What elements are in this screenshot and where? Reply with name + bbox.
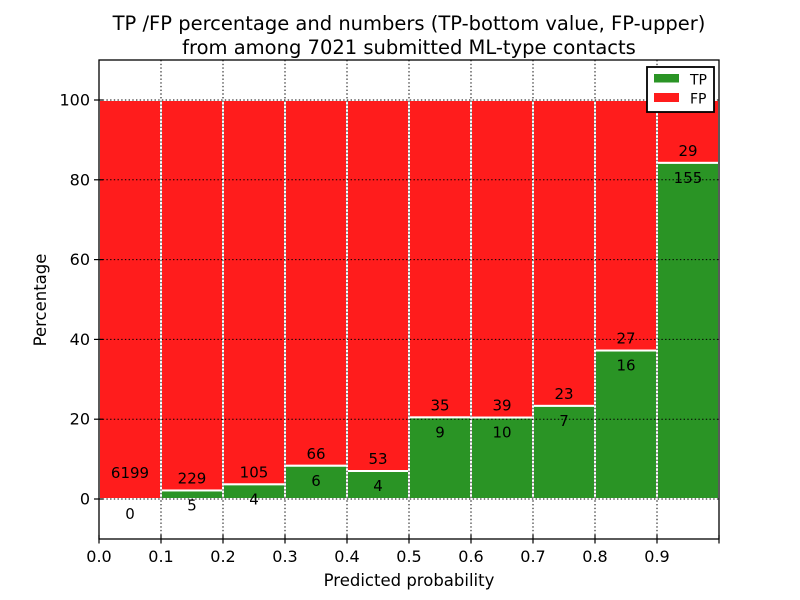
tp-count-label: 5: [187, 496, 197, 514]
legend: TP FP: [646, 66, 715, 113]
tp-count-label: 7: [559, 412, 569, 430]
fp-count-label: 27: [616, 330, 635, 348]
y-tick-label: 40: [70, 330, 90, 349]
fp-bar-segment: [470, 99, 534, 419]
x-tick-label: 0.9: [644, 547, 669, 566]
tp-count-label: 4: [249, 490, 259, 508]
fp-count-label: 39: [492, 397, 511, 415]
tp-bar-segment: [594, 349, 658, 500]
x-tick-label: 0.4: [334, 547, 359, 566]
legend-label-tp: TP: [689, 73, 707, 89]
legend-label-fp: FP: [690, 92, 707, 108]
y-axis-label: Percentage: [31, 254, 50, 347]
fp-count-label: 23: [554, 385, 573, 403]
fp-bar-segment: [160, 99, 224, 492]
fp-bar-segment: [98, 99, 162, 500]
tp-bar-segment: [532, 404, 596, 500]
fp-bar-segment: [532, 99, 596, 407]
y-tick-label: 0: [80, 490, 90, 509]
x-tick-label: 0.3: [272, 547, 297, 566]
tp-count-label: 9: [435, 423, 445, 441]
fp-count-label: 6199: [111, 464, 149, 482]
tp-count-label: 16: [616, 357, 635, 375]
tick-labels-layer: 0.0 0.1 0.2 0.3 0.4 0.5 0.6 0.7 0.8 0.90204060801…: [59, 91, 669, 567]
fp-count-label: 66: [306, 445, 325, 463]
tp-count-label: 10: [492, 424, 511, 442]
fp-count-label: 53: [368, 450, 387, 468]
x-tick-label: 0.1: [148, 547, 173, 566]
tp-bar-segment: [284, 464, 348, 500]
fp-count-label: 35: [430, 396, 449, 414]
y-tick-label: 20: [70, 410, 90, 429]
x-axis-label: Predicted probability: [324, 571, 495, 590]
fp-bar-segment: [284, 99, 348, 467]
x-tick-label: 0.6: [458, 547, 483, 566]
fp-bar-segment: [594, 99, 658, 352]
tp-count-label: 0: [125, 505, 135, 523]
fp-count-label: 105: [240, 463, 269, 481]
tp-count-label: 6: [311, 472, 321, 490]
tp-bar-segment: [656, 161, 720, 500]
tp-bar-segment: [470, 416, 534, 501]
fp-bar-segment: [408, 99, 472, 419]
x-tick-label: 0.7: [520, 547, 545, 566]
y-tick-label: 80: [70, 170, 90, 189]
y-tick-label: 60: [70, 250, 90, 269]
ticks-layer: [94, 99, 720, 544]
fp-count-label: 229: [178, 469, 207, 487]
fp-count-label: 29: [678, 142, 697, 160]
x-tick-label: 0.5: [396, 547, 421, 566]
x-tick-label: 0.2: [210, 547, 235, 566]
tp-count-label: 155: [674, 169, 703, 187]
fp-bar-segment: [222, 99, 286, 486]
chart-title-line1: TP /FP percentage and numbers (TP-bottom…: [112, 12, 706, 35]
chart-title-line2: from among 7021 submitted ML-type contac…: [182, 36, 636, 59]
tp-count-label: 4: [373, 477, 383, 495]
x-tick-label: 0.8: [582, 547, 607, 566]
legend-swatch-fp: [654, 93, 679, 102]
bars-layer: [98, 99, 720, 501]
x-tick-label: 0.0: [86, 547, 111, 566]
legend-swatch-tp: [654, 74, 679, 83]
fp-bar-segment: [346, 99, 410, 472]
y-tick-label: 100: [59, 91, 90, 110]
